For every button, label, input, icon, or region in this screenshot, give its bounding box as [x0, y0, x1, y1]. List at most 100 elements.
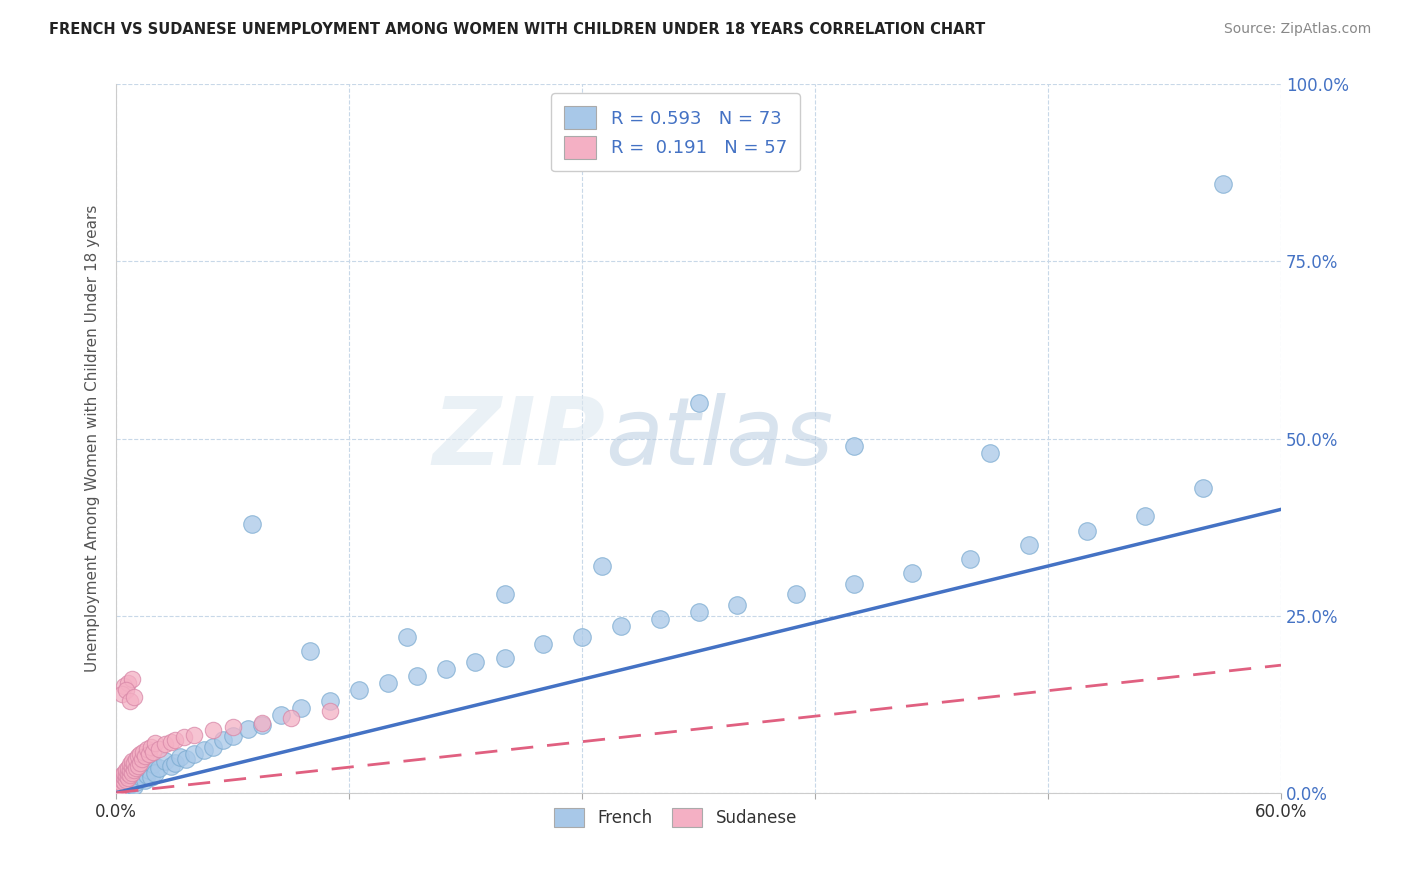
Point: [159, 734, 181, 748]
Point: [610, 619, 633, 633]
Point: [127, 758, 149, 772]
Point: [222, 729, 245, 743]
Point: [117, 761, 139, 775]
Point: [108, 775, 131, 789]
Point: [107, 782, 129, 797]
Point: [111, 768, 134, 782]
Point: [494, 651, 516, 665]
Point: [115, 768, 138, 782]
Point: [193, 743, 215, 757]
Point: [280, 711, 302, 725]
Point: [112, 770, 135, 784]
Point: [134, 748, 156, 763]
Point: [290, 700, 312, 714]
Point: [141, 770, 163, 784]
Point: [127, 748, 149, 763]
Point: [173, 731, 195, 745]
Point: [118, 777, 141, 791]
Point: [531, 637, 554, 651]
Point: [111, 686, 134, 700]
Point: [115, 772, 138, 787]
Point: [115, 683, 138, 698]
Point: [153, 754, 176, 768]
Point: [122, 779, 145, 793]
Point: [148, 761, 170, 775]
Point: [121, 754, 143, 768]
Point: [347, 683, 370, 698]
Point: [111, 779, 134, 793]
Point: [115, 763, 138, 777]
Point: [117, 765, 139, 780]
Point: [111, 777, 134, 791]
Point: [138, 763, 160, 777]
Point: [121, 758, 143, 772]
Y-axis label: Unemployment Among Women with Children Under 18 years: Unemployment Among Women with Children U…: [86, 205, 100, 673]
Point: [163, 732, 186, 747]
Point: [118, 757, 141, 772]
Point: [115, 780, 138, 794]
Legend: French, Sudanese: French, Sudanese: [547, 801, 804, 834]
Point: [148, 741, 170, 756]
Point: [132, 745, 155, 759]
Point: [117, 779, 139, 793]
Point: [153, 738, 176, 752]
Point: [688, 396, 710, 410]
Point: [122, 690, 145, 704]
Point: [1076, 524, 1098, 538]
Point: [121, 765, 143, 780]
Point: [434, 662, 457, 676]
Point: [122, 763, 145, 777]
Point: [1018, 538, 1040, 552]
Point: [112, 765, 135, 780]
Point: [132, 761, 155, 775]
Point: [169, 750, 191, 764]
Point: [1192, 481, 1215, 495]
Point: [979, 446, 1001, 460]
Point: [842, 576, 865, 591]
Point: [250, 718, 273, 732]
Point: [842, 439, 865, 453]
Point: [725, 598, 748, 612]
Point: [128, 747, 150, 761]
Point: [319, 704, 342, 718]
Point: [122, 772, 145, 786]
Point: [112, 775, 135, 789]
Point: [202, 723, 225, 738]
Point: [108, 772, 131, 786]
Point: [142, 745, 165, 759]
Point: [163, 756, 186, 770]
Point: [112, 781, 135, 796]
Point: [464, 655, 486, 669]
Point: [134, 772, 156, 787]
Point: [159, 758, 181, 772]
Point: [571, 630, 593, 644]
Point: [131, 752, 153, 766]
Point: [111, 772, 134, 787]
Point: [183, 747, 205, 761]
Point: [117, 772, 139, 786]
Text: FRENCH VS SUDANESE UNEMPLOYMENT AMONG WOMEN WITH CHILDREN UNDER 18 YEARS CORRELA: FRENCH VS SUDANESE UNEMPLOYMENT AMONG WO…: [49, 22, 986, 37]
Point: [128, 756, 150, 770]
Point: [785, 587, 807, 601]
Point: [299, 644, 322, 658]
Point: [136, 768, 159, 782]
Point: [212, 732, 235, 747]
Point: [121, 772, 143, 787]
Point: [118, 770, 141, 784]
Text: Source: ZipAtlas.com: Source: ZipAtlas.com: [1223, 22, 1371, 37]
Point: [118, 763, 141, 777]
Point: [648, 612, 671, 626]
Point: [270, 707, 292, 722]
Point: [127, 765, 149, 780]
Point: [117, 676, 139, 690]
Point: [141, 739, 163, 754]
Point: [202, 739, 225, 754]
Point: [107, 779, 129, 793]
Text: atlas: atlas: [606, 393, 834, 484]
Point: [377, 676, 399, 690]
Point: [406, 669, 429, 683]
Point: [125, 752, 148, 766]
Point: [108, 780, 131, 794]
Point: [222, 721, 245, 735]
Point: [136, 741, 159, 756]
